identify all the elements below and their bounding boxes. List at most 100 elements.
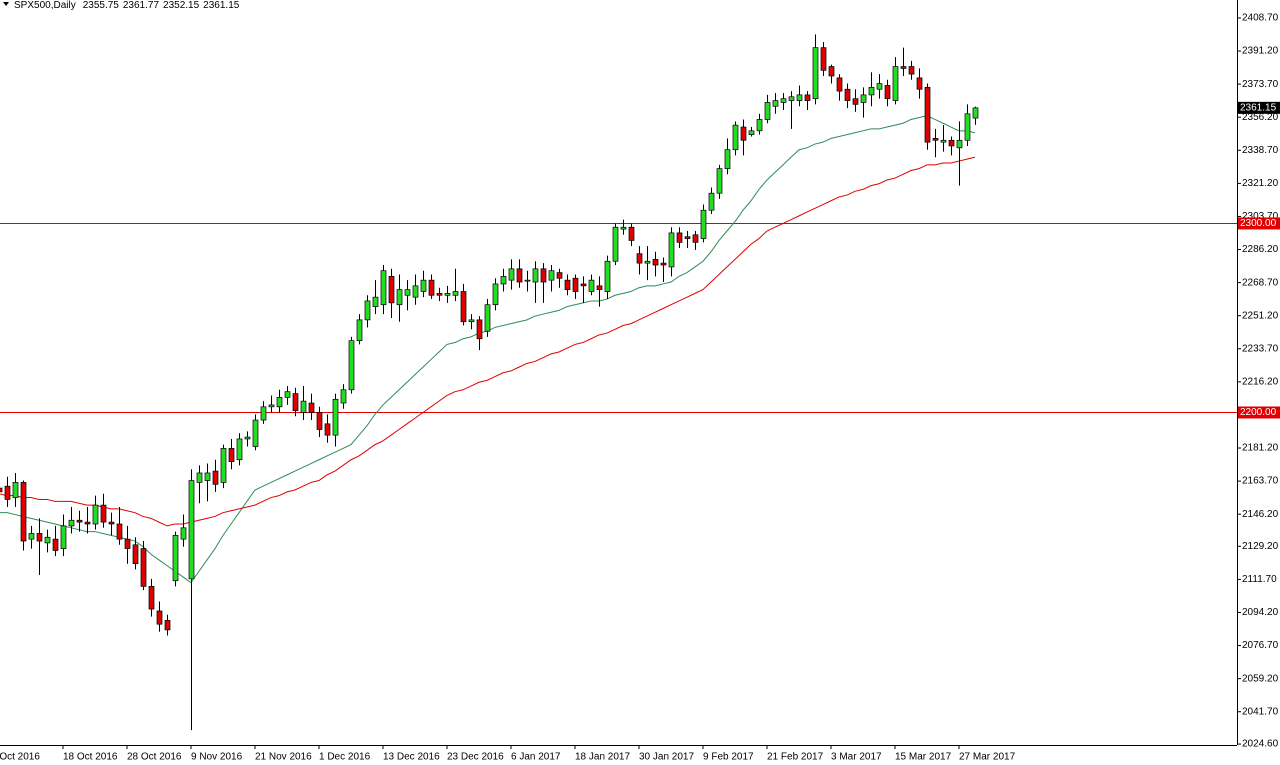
candle-body [764, 102, 771, 120]
y-tick-label: 2233.70 [1242, 343, 1279, 354]
y-tick-label: 2163.70 [1242, 476, 1279, 487]
y-tick-label: 2111.70 [1242, 574, 1277, 585]
candle-body [684, 236, 691, 239]
chart-title: SPX500,Daily [14, 0, 76, 11]
candle-body [876, 83, 883, 90]
candle-body [0, 487, 3, 493]
candle-body [732, 124, 739, 151]
x-tick-label: 21 Nov 2016 [255, 752, 312, 763]
candle-body [332, 398, 339, 436]
candle-body [556, 272, 563, 279]
candle-body [108, 521, 115, 525]
candle-body [44, 536, 51, 544]
y-tick-label: 2146.20 [1242, 509, 1279, 520]
candle-body [12, 482, 19, 498]
candle-body [844, 88, 851, 101]
candle-body [828, 66, 835, 77]
candle-body [172, 535, 179, 582]
candle-body [852, 98, 859, 105]
level-label-box [1238, 217, 1280, 230]
candle-body [868, 86, 875, 96]
candle-body [660, 262, 667, 266]
last-price-box [1238, 101, 1280, 114]
candle-body [84, 521, 91, 525]
candle-body [212, 470, 219, 485]
y-tick-label: 2356.20 [1242, 112, 1279, 123]
candle-body [636, 253, 643, 264]
candle-body [116, 523, 123, 540]
candle-body [460, 291, 467, 323]
x-tick-label: 15 Mar 2017 [895, 752, 952, 763]
moving-average [0, 156, 976, 527]
y-tick-label: 2181.20 [1242, 443, 1279, 454]
header-low: 2352.15 [163, 0, 200, 11]
x-tick-label: 5 Oct 2016 [0, 752, 40, 763]
candle-body [492, 283, 499, 306]
candle-body [780, 98, 787, 103]
candle-body [596, 285, 603, 290]
y-tick-label: 2059.20 [1242, 673, 1279, 684]
candle-body [796, 94, 803, 101]
candle-body [956, 139, 963, 149]
candle-body [20, 482, 27, 542]
candle-body [940, 139, 947, 143]
candle-body [340, 389, 347, 404]
candle-body [140, 548, 147, 587]
candle-body [76, 519, 83, 523]
candle-body [364, 300, 371, 321]
level-label: 2200.00 [1240, 407, 1277, 418]
candle-body [948, 139, 955, 147]
candle-body [404, 289, 411, 296]
candle-body [924, 86, 931, 143]
y-tick-label: 2076.70 [1242, 640, 1279, 651]
y-tick-label: 2338.70 [1242, 145, 1279, 156]
candle-body [652, 259, 659, 266]
candle-body [644, 260, 651, 264]
candle-body [564, 279, 571, 290]
y-tick-label: 2303.70 [1242, 211, 1279, 222]
candle-body [476, 319, 483, 340]
candle-body [508, 268, 515, 281]
candle-body [52, 538, 59, 551]
x-tick-label: 18 Jan 2017 [575, 752, 630, 763]
candle-body [428, 279, 435, 296]
candle-body [932, 138, 939, 141]
candle-body [548, 270, 555, 281]
candle-body [804, 94, 811, 101]
candle-body [220, 448, 227, 483]
candle-body [284, 391, 291, 398]
candle-body [396, 289, 403, 306]
candle-body [540, 268, 547, 283]
candle-body [188, 480, 195, 580]
candle-body [860, 94, 867, 103]
candle-body [580, 283, 587, 287]
candle-body [100, 504, 107, 523]
candle-body [740, 126, 747, 141]
candle-body [124, 538, 131, 549]
candle-body [388, 276, 395, 304]
candle-body [692, 234, 699, 243]
candle-body [676, 232, 683, 243]
candle-body [724, 149, 731, 169]
candle-body [244, 436, 251, 440]
y-tick-label: 2041.70 [1242, 706, 1279, 717]
candle-body [228, 448, 235, 462]
menu-arrow[interactable] [3, 2, 9, 6]
candle-body [92, 504, 99, 525]
candle-body [612, 226, 619, 262]
candle-body [420, 279, 427, 292]
x-tick-label: 28 Oct 2016 [127, 752, 182, 763]
candle-body [484, 304, 491, 332]
y-tick-label: 2373.70 [1242, 79, 1279, 90]
candle-body [908, 66, 915, 75]
candle-body [348, 340, 355, 391]
candle-body [356, 319, 363, 341]
candle-body [236, 438, 243, 461]
candle-body [700, 209, 707, 239]
candle-body [260, 406, 267, 421]
y-tick-label: 2216.20 [1242, 376, 1279, 387]
candle-body [964, 113, 971, 141]
candle-body [372, 296, 379, 307]
